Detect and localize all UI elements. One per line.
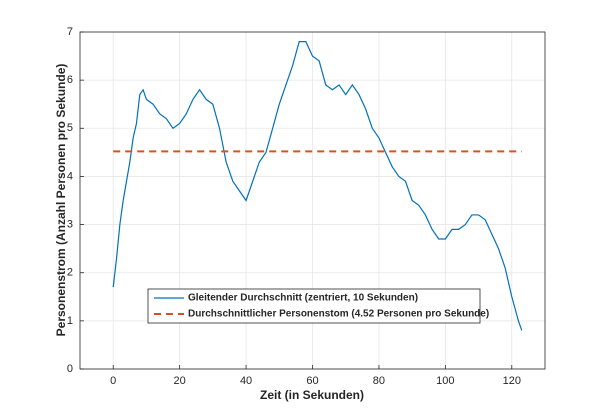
x-tick-label: 60 bbox=[306, 375, 318, 387]
y-tick-label: 5 bbox=[67, 122, 73, 134]
y-tick-label: 6 bbox=[67, 74, 73, 86]
y-tick-label: 0 bbox=[67, 363, 73, 375]
legend-label: Durchschnittlicher Personenstom (4.52 Pe… bbox=[188, 309, 489, 320]
legend-label: Gleitender Durchschnitt (zentriert, 10 S… bbox=[188, 293, 418, 304]
x-tick-label: 120 bbox=[503, 375, 521, 387]
x-tick-label: 100 bbox=[436, 375, 454, 387]
data-line bbox=[112, 41, 523, 331]
y-tick-label: 3 bbox=[67, 218, 73, 230]
y-tick-label: 4 bbox=[67, 170, 73, 182]
x-tick-label: 40 bbox=[240, 375, 252, 387]
y-axis-label: Personenstrom (Anzahl Personen pro Sekun… bbox=[54, 64, 68, 337]
x-tick-label: 20 bbox=[174, 375, 186, 387]
x-tick-label: 0 bbox=[110, 375, 116, 387]
x-axis-label: Zeit (in Sekunden) bbox=[260, 388, 364, 402]
legend-box bbox=[147, 288, 481, 324]
y-tick-label: 7 bbox=[67, 26, 73, 38]
x-tick-label: 80 bbox=[373, 375, 385, 387]
y-tick-label: 2 bbox=[67, 267, 73, 279]
y-tick-label: 1 bbox=[67, 315, 73, 327]
